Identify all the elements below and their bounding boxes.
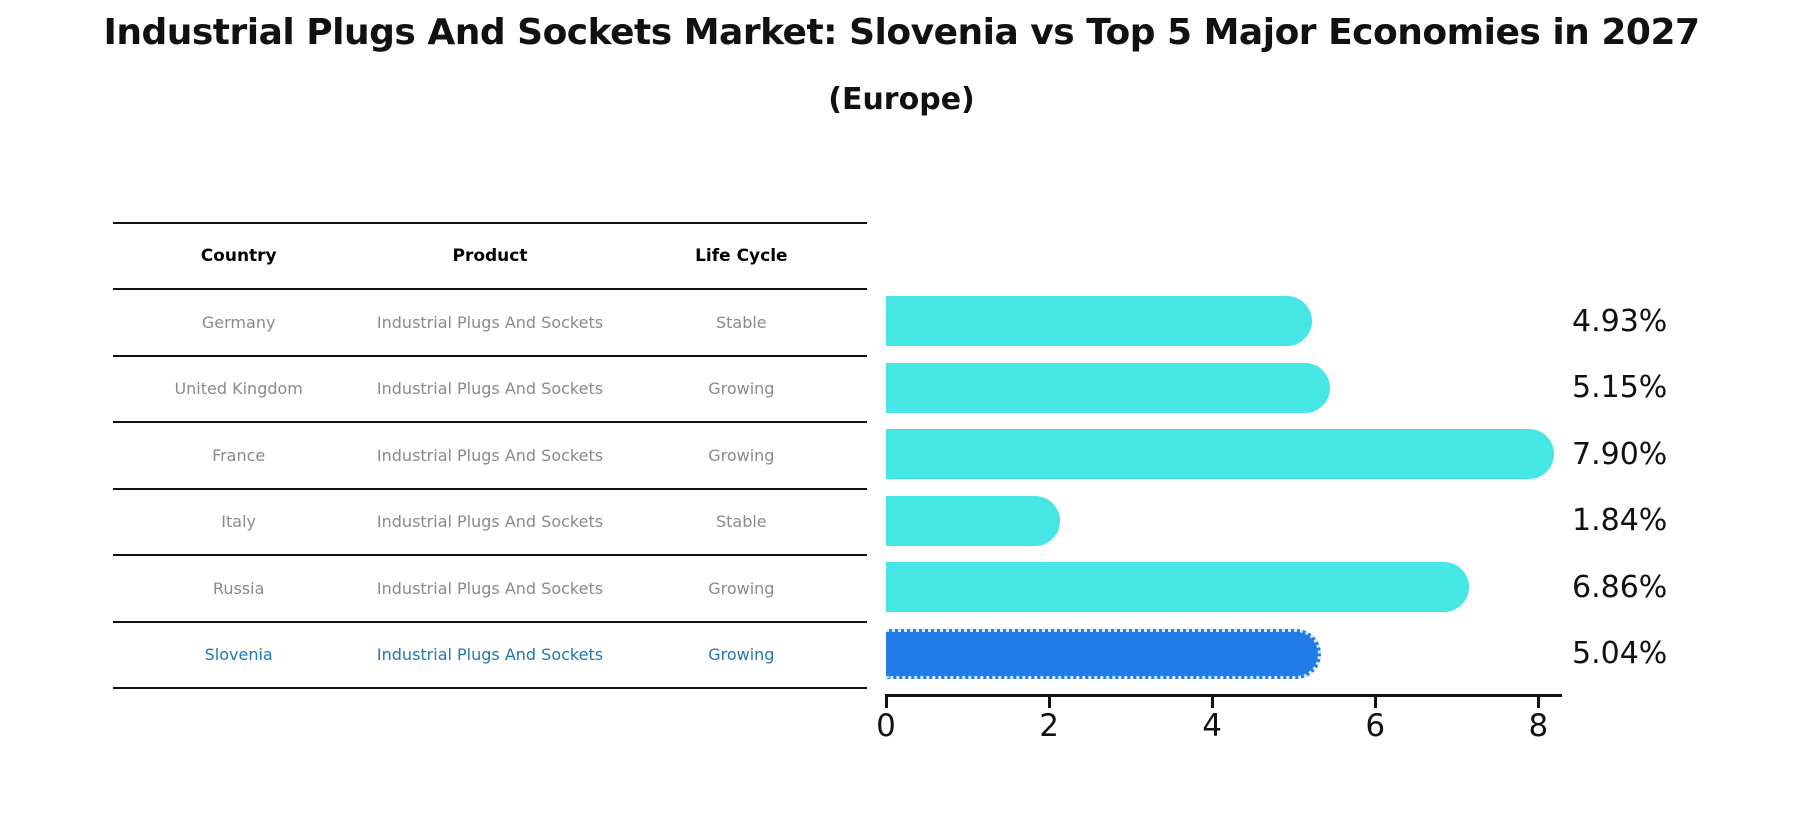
bar-row [886,288,1562,355]
cell-product: Industrial Plugs And Sockets [376,512,604,532]
bar-row [886,421,1562,488]
x-axis-tick-label: 8 [1528,708,1549,744]
x-axis-tick-label: 2 [1039,708,1059,744]
cell-life-cycle: Growing [708,645,775,665]
page-subtitle: (Europe) [828,82,975,117]
table-row-germany: Germany Industrial Plugs And Sockets Sta… [113,290,867,357]
comparison-table: Country Product Life Cycle Germany Indus… [113,222,867,689]
bar-germany [886,296,1313,346]
table-row-united-kingdom: United Kingdom Industrial Plugs And Sock… [113,357,867,423]
value-label-germany: 4.93% [1572,303,1668,339]
bar-chart [886,288,1562,688]
bar-united-kingdom [886,362,1330,413]
cell-country: France [212,445,266,465]
cell-country: Italy [221,512,257,532]
table-row-slovenia: Slovenia Industrial Plugs And Sockets Gr… [113,623,867,689]
cell-country: Slovenia [204,645,273,665]
x-axis: 0 2 4 6 8 [876,694,1562,754]
bar-russia [886,562,1470,612]
cell-product: Industrial Plugs And Sockets [376,445,604,465]
x-axis-tick-label: 0 [876,708,896,744]
table-row-france: France Industrial Plugs And Sockets Grow… [113,423,867,490]
cell-life-cycle: Growing [708,578,775,598]
x-axis-tick-label: 4 [1202,708,1223,744]
cell-product: Industrial Plugs And Sockets [376,379,604,399]
bar-row [886,355,1562,422]
cell-life-cycle: Growing [708,379,775,399]
cell-product: Industrial Plugs And Sockets [376,312,604,332]
tick-mark [1047,694,1051,708]
cell-life-cycle: Growing [708,445,775,465]
cell-life-cycle: Stable [715,312,767,332]
bar-italy [886,495,1061,546]
cell-product: Industrial Plugs And Sockets [376,645,604,665]
table-header-row: Country Product Life Cycle [113,224,867,290]
cell-product: Industrial Plugs And Sockets [376,578,604,598]
value-label-united-kingdom: 5.15% [1572,370,1668,406]
bar-row [886,554,1562,621]
x-axis-line [886,694,1562,697]
page-title: Industrial Plugs And Sockets Market: Slo… [103,12,1700,53]
table-row-russia: Russia Industrial Plugs And Sockets Grow… [113,556,867,623]
header-product: Product [452,246,528,266]
value-label-slovenia: 5.04% [1572,636,1668,672]
value-label-russia: 6.86% [1572,569,1668,605]
header-life-cycle: Life Cycle [695,246,788,266]
cell-country: Russia [212,578,265,598]
table-row-italy: Italy Industrial Plugs And Sockets Stabl… [113,490,867,556]
x-axis-tick-label: 6 [1365,708,1386,744]
tick-mark [1373,694,1377,708]
tick-mark [1210,694,1214,708]
tick-mark [1536,694,1540,708]
bar-france [886,429,1555,479]
bar-slovenia-highlight [886,628,1321,679]
tick-mark [884,694,888,708]
cell-country: Germany [201,312,276,332]
cell-life-cycle: Stable [715,512,767,532]
value-label-italy: 1.84% [1572,503,1668,539]
cell-country: United Kingdom [174,379,303,399]
bar-row [886,488,1562,555]
value-label-france: 7.90% [1572,436,1668,472]
header-country: Country [200,246,277,266]
bar-row [886,621,1562,688]
value-label-column: 4.93% 5.15% 7.90% 1.84% 6.86% 5.04% [1572,288,1752,687]
